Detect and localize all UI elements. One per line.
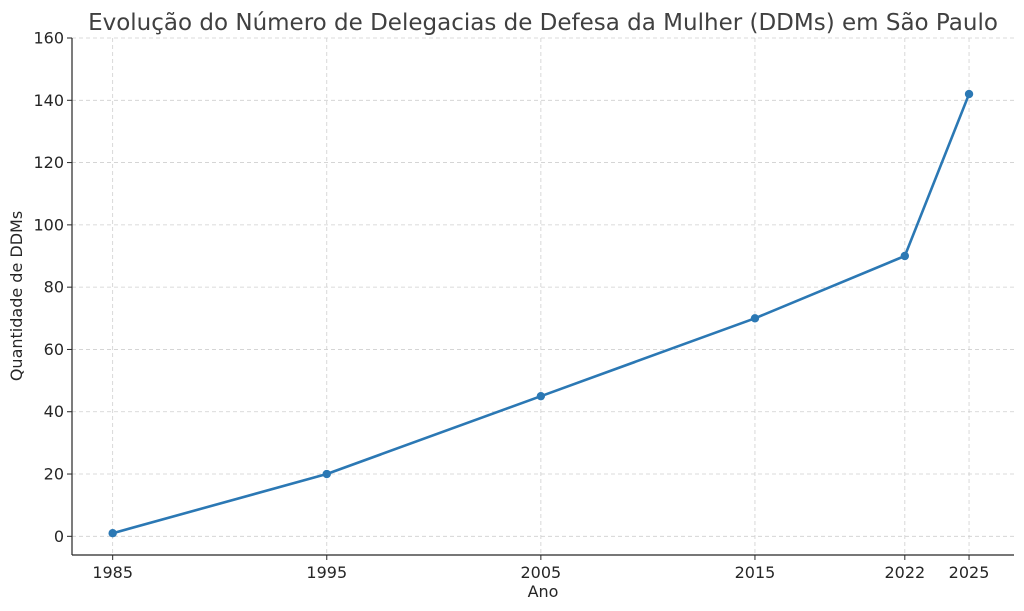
x-tick-label: 2025 xyxy=(949,563,990,582)
y-tick-label: 20 xyxy=(44,465,64,484)
y-tick-label: 120 xyxy=(33,153,64,172)
data-point xyxy=(964,89,974,99)
x-tick-label: 2015 xyxy=(735,563,776,582)
x-tick-label: 2022 xyxy=(884,563,925,582)
y-tick-label: 40 xyxy=(44,402,64,421)
y-tick-label: 140 xyxy=(33,91,64,110)
data-point xyxy=(900,251,910,261)
y-tick-label: 160 xyxy=(33,29,64,48)
x-tick-label: 2005 xyxy=(520,563,561,582)
grid xyxy=(72,37,1014,555)
x-axis-label: Ano xyxy=(528,582,559,601)
data-point xyxy=(322,469,331,479)
y-tick-label: 0 xyxy=(54,527,64,546)
y-tick-label: 60 xyxy=(44,340,64,359)
y-tick-label: 100 xyxy=(33,215,64,234)
axes xyxy=(71,38,1014,556)
x-tick-label: 1985 xyxy=(92,563,133,582)
series-line xyxy=(111,92,971,535)
chart-title: Evolução do Número de Delegacias de Defe… xyxy=(88,10,998,36)
data-point xyxy=(536,391,546,401)
series xyxy=(108,89,974,538)
data-point xyxy=(108,528,117,538)
y-tick-label: 80 xyxy=(44,278,64,297)
ticks: 0 20 40 60 80 100 120 140 160 1985 1995 2005 2015 202… xyxy=(33,29,989,583)
data-point xyxy=(750,314,760,323)
x-tick-label: 1995 xyxy=(306,563,347,582)
y-axis-label: Quantidade de DDMs xyxy=(7,211,26,381)
